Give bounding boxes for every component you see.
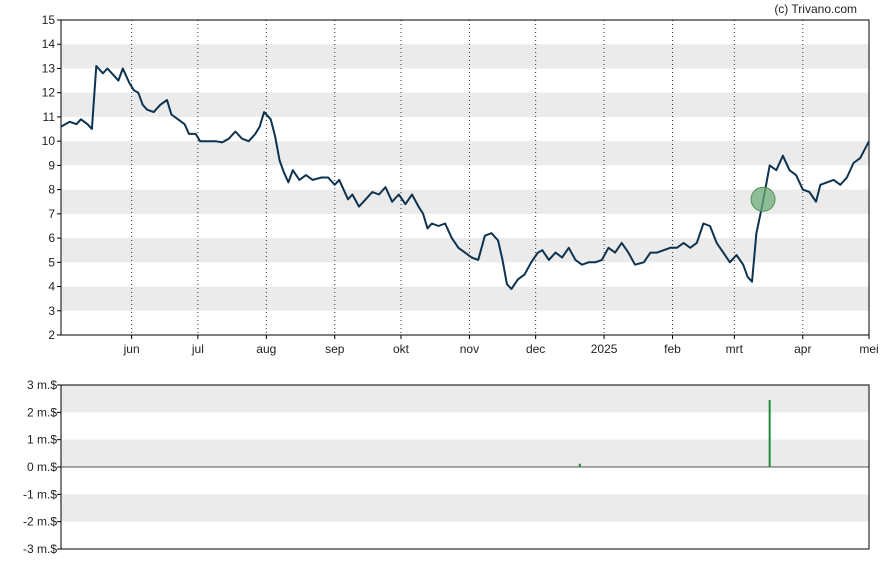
price-x-tick-label: sep <box>325 342 345 356</box>
price-markers-group <box>750 186 776 212</box>
price-x-tick-label: nov <box>460 342 479 356</box>
volume-band <box>61 385 869 413</box>
volume-y-tick-label: -1 m.$ <box>23 487 57 501</box>
volume-band <box>61 494 869 522</box>
volume-y-tick-label: -3 m.$ <box>23 542 57 556</box>
price-x-tick-label: mrt <box>726 342 744 356</box>
price-y-tick-label: 9 <box>48 158 55 172</box>
price-y-tick-label: 3 <box>48 304 55 318</box>
volume-bar <box>578 463 581 467</box>
price-x-tick-label: dec <box>526 342 545 356</box>
price-band <box>61 44 869 69</box>
price-x-tick-label: okt <box>393 342 410 356</box>
volume-y-tick-label: 2 m.$ <box>27 405 57 419</box>
price-band <box>61 141 869 166</box>
price-x-tick-label: jul <box>191 342 204 356</box>
price-plot-border <box>60 19 870 336</box>
volume-y-tick-label: 3 m.$ <box>27 378 57 392</box>
price-y-tick-label: 10 <box>42 134 56 148</box>
price-y-tick-label: 14 <box>42 37 56 51</box>
price-y-tick-label: 8 <box>48 183 55 197</box>
price-band <box>61 238 869 263</box>
volume-y-axis-labels: 3 m.$ 2 m.$ 1 m.$ 0 m.$ -1 m.$ -2 m.$ -3 m.$ <box>23 378 61 556</box>
volume-bar <box>768 400 771 467</box>
volume-y-tick-label: 1 m.$ <box>27 433 57 447</box>
price-band <box>61 286 869 311</box>
price-band <box>61 92 869 117</box>
volume-band <box>61 439 869 467</box>
price-y-tick-label: 4 <box>48 280 55 294</box>
price-band <box>61 189 869 214</box>
price-x-tick-label: apr <box>794 342 811 356</box>
price-x-tick-label: mei <box>859 342 878 356</box>
volume-background-bands <box>61 385 869 522</box>
price-series-line <box>60 65 870 290</box>
price-y-tick-label: 7 <box>48 207 55 221</box>
price-y-tick-label: 11 <box>43 110 56 124</box>
price-y-tick-label: 12 <box>42 86 56 100</box>
price-plot-frame <box>60 19 870 336</box>
price-background-bands <box>61 44 869 311</box>
price-x-tick-label: 2025 <box>591 342 618 356</box>
price-event-marker <box>750 186 776 212</box>
price-y-tick-label: 5 <box>48 255 55 269</box>
volume-y-tick-label: 0 m.$ <box>27 460 57 474</box>
price-y-tick-label: 6 <box>48 231 55 245</box>
price-x-tick-label: jun <box>123 342 140 356</box>
price-y-tick-label: 2 <box>48 328 55 342</box>
volume-bars-group <box>578 400 771 467</box>
price-y-tick-label: 13 <box>42 61 56 75</box>
price-x-tick-label: feb <box>664 342 681 356</box>
price-month-gridlines <box>131 20 804 335</box>
price-x-tick-label: aug <box>256 342 276 356</box>
price-x-axis-labels: jun jul aug sep okt nov dec 2025 feb mrt apr mei <box>123 335 879 356</box>
volume-y-tick-label: -2 m.$ <box>23 515 57 529</box>
price-series-group <box>60 65 870 290</box>
price-y-axis-labels: 2 3 4 5 6 7 8 9 10 11 12 13 14 15 <box>42 13 61 342</box>
price-y-tick-label: 15 <box>42 13 56 27</box>
copyright-text: (c) Trivano.com <box>774 2 857 16</box>
